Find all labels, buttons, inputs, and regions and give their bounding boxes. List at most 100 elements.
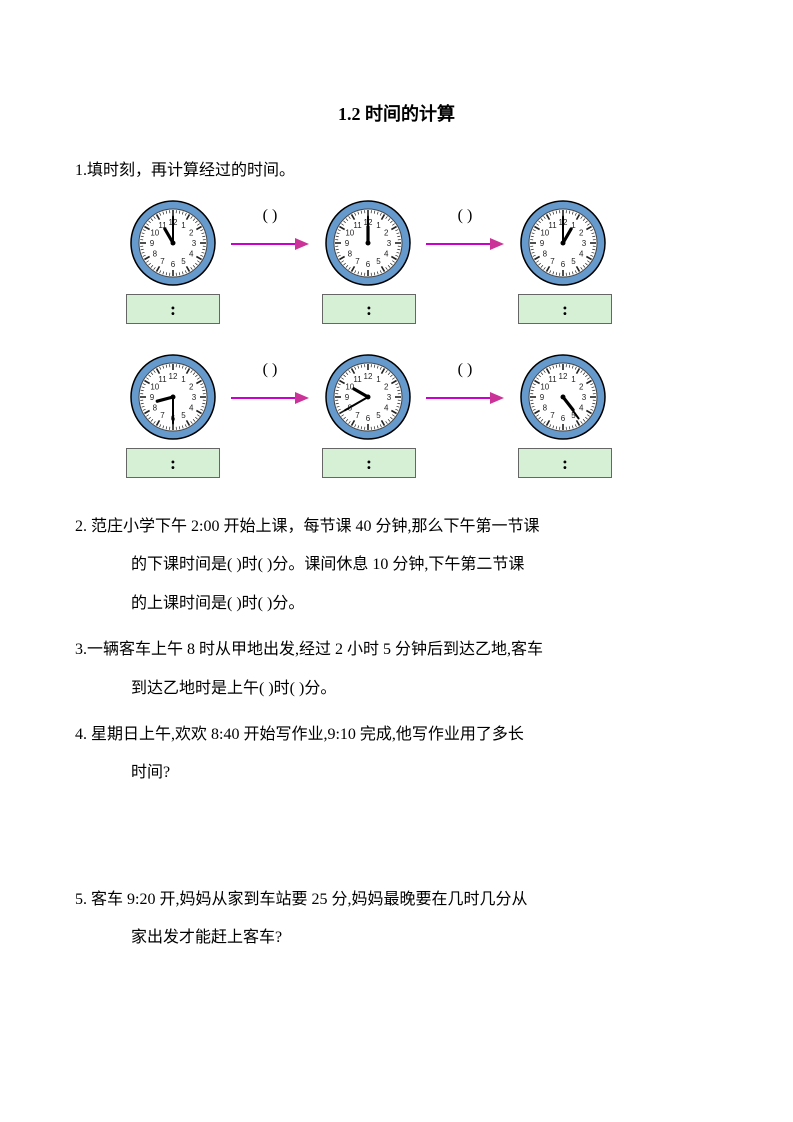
time-box-row-2: : : :: [115, 448, 718, 478]
svg-text:7: 7: [550, 411, 555, 420]
svg-text:4: 4: [383, 250, 388, 259]
clock-icon: 123456789101112: [325, 354, 411, 440]
svg-text:1: 1: [376, 221, 381, 230]
svg-text:11: 11: [158, 375, 167, 384]
svg-text:8: 8: [152, 250, 157, 259]
clock-icon: 123456789101112: [520, 200, 606, 286]
svg-text:1: 1: [181, 375, 186, 384]
svg-text:4: 4: [188, 404, 193, 413]
svg-text:11: 11: [353, 375, 362, 384]
svg-text:2: 2: [188, 229, 193, 238]
svg-text:12: 12: [363, 372, 372, 381]
gap: [75, 801, 718, 881]
svg-text:3: 3: [386, 393, 391, 402]
arrow-icon: [426, 237, 504, 251]
spacer: [231, 294, 311, 324]
svg-text:11: 11: [548, 375, 557, 384]
svg-text:9: 9: [344, 239, 349, 248]
paren-label: ( ): [458, 207, 473, 225]
clock-cell: 123456789101112: [505, 200, 620, 286]
svg-text:2: 2: [578, 229, 583, 238]
svg-text:5: 5: [376, 257, 381, 266]
spacer: [427, 294, 507, 324]
q3-line2: 到达乙地时是上午( )时( )分。: [75, 670, 718, 708]
svg-text:6: 6: [560, 260, 565, 269]
arrow-cell: ( ): [425, 225, 505, 261]
svg-text:3: 3: [191, 239, 196, 248]
svg-text:7: 7: [355, 411, 360, 420]
q2-line2: 的下课时间是( )时( )分。课间休息 10 分钟,下午第二节课: [75, 546, 718, 584]
time-box: :: [518, 294, 612, 324]
question-2: 2. 范庄小学下午 2:00 开始上课，每节课 40 分钟,那么下午第一节课 的…: [75, 508, 718, 623]
arrow-icon: [231, 237, 309, 251]
svg-text:6: 6: [560, 414, 565, 423]
spacer: [427, 448, 507, 478]
svg-text:4: 4: [383, 404, 388, 413]
svg-text:1: 1: [181, 221, 186, 230]
svg-text:10: 10: [150, 383, 159, 392]
svg-text:1: 1: [376, 375, 381, 384]
question-4: 4. 星期日上午,欢欢 8:40 开始写作业,9:10 完成,他写作业用了多长 …: [75, 716, 718, 793]
paren-label: ( ): [263, 207, 278, 225]
paren-label: ( ): [458, 361, 473, 379]
spacer: [231, 448, 311, 478]
time-box: :: [518, 448, 612, 478]
svg-text:4: 4: [578, 404, 583, 413]
time-box-row-1: : : :: [115, 294, 718, 324]
svg-text:5: 5: [571, 257, 576, 266]
clock-cell: 123456789101112: [310, 200, 425, 286]
svg-text:2: 2: [383, 229, 388, 238]
svg-text:11: 11: [548, 221, 557, 230]
clock-icon: 123456789101112: [130, 354, 216, 440]
worksheet-page: 1.2 时间的计算 1.填时刻，再计算经过的时间。 12345678910111…: [0, 0, 793, 1122]
arrow-cell: ( ): [425, 379, 505, 415]
svg-text:4: 4: [578, 250, 583, 259]
arrow-icon: [231, 391, 309, 405]
arrow-cell: ( ): [230, 225, 310, 261]
svg-text:9: 9: [149, 393, 154, 402]
q2-line1: 2. 范庄小学下午 2:00 开始上课，每节课 40 分钟,那么下午第一节课: [75, 518, 539, 535]
q5-line1: 5. 客车 9:20 开,妈妈从家到车站要 25 分,妈妈最晚要在几时几分从: [75, 891, 527, 908]
page-title: 1.2 时间的计算: [75, 100, 718, 126]
svg-text:7: 7: [550, 257, 555, 266]
time-box: :: [322, 448, 416, 478]
svg-text:2: 2: [383, 383, 388, 392]
svg-text:3: 3: [581, 239, 586, 248]
clock-row-1: 123456789101112 ( ) 123456789101112 ( ) …: [115, 200, 718, 286]
clock-icon: 123456789101112: [130, 200, 216, 286]
clock-row-2: 123456789101112 ( ) 123456789101112 ( ) …: [115, 354, 718, 440]
svg-text:9: 9: [344, 393, 349, 402]
svg-text:9: 9: [539, 393, 544, 402]
svg-text:7: 7: [355, 257, 360, 266]
clock-cell: 123456789101112: [115, 354, 230, 440]
svg-text:10: 10: [345, 229, 354, 238]
svg-text:5: 5: [181, 411, 186, 420]
q2-line3: 的上课时间是( )时( )分。: [75, 585, 718, 623]
clock-icon: 123456789101112: [325, 200, 411, 286]
svg-text:2: 2: [188, 383, 193, 392]
q4-line2: 时间?: [75, 754, 718, 792]
svg-text:3: 3: [581, 393, 586, 402]
time-box: :: [126, 294, 220, 324]
svg-text:8: 8: [347, 250, 352, 259]
clock-cell: 123456789101112: [505, 354, 620, 440]
time-box: :: [126, 448, 220, 478]
time-box: :: [322, 294, 416, 324]
svg-text:7: 7: [160, 411, 165, 420]
q5-line2: 家出发才能赶上客车?: [75, 919, 718, 957]
svg-text:5: 5: [181, 257, 186, 266]
svg-text:4: 4: [188, 250, 193, 259]
paren-label: ( ): [263, 361, 278, 379]
svg-text:7: 7: [160, 257, 165, 266]
q4-line1: 4. 星期日上午,欢欢 8:40 开始写作业,9:10 完成,他写作业用了多长: [75, 726, 524, 743]
svg-text:9: 9: [539, 239, 544, 248]
svg-text:8: 8: [542, 404, 547, 413]
svg-text:3: 3: [191, 393, 196, 402]
q3-line1: 3.一辆客车上午 8 时从甲地出发,经过 2 小时 5 分钟后到达乙地,客车: [75, 641, 543, 658]
svg-text:6: 6: [365, 260, 370, 269]
svg-text:10: 10: [150, 229, 159, 238]
question-5: 5. 客车 9:20 开,妈妈从家到车站要 25 分,妈妈最晚要在几时几分从 家…: [75, 881, 718, 958]
arrow-cell: ( ): [230, 379, 310, 415]
svg-text:8: 8: [542, 250, 547, 259]
svg-text:5: 5: [376, 411, 381, 420]
